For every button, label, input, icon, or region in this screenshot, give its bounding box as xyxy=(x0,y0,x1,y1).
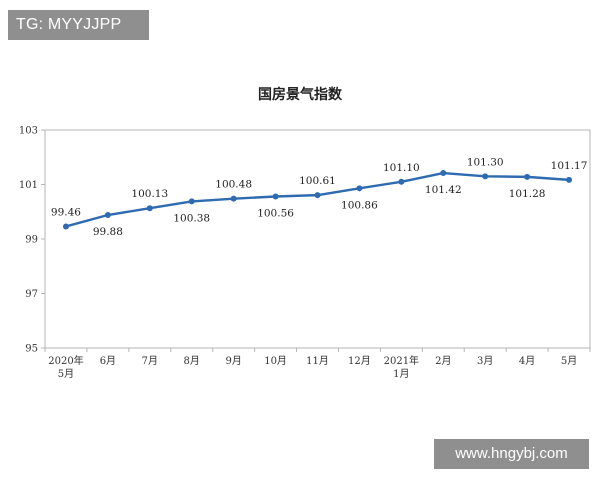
x-tick-label: 12月 xyxy=(348,355,371,367)
data-label: 100.86 xyxy=(341,199,378,211)
x-tick-label: 8月 xyxy=(184,355,200,367)
data-point xyxy=(230,195,237,202)
watermark-bottom: www.hngybj.com xyxy=(434,439,589,469)
data-label: 101.42 xyxy=(425,184,462,196)
y-tick-label: 99 xyxy=(25,235,38,246)
data-point xyxy=(104,212,111,219)
x-axis: 2020年 5月 6月 7月 8月 9月 10月 11月 12月 2021年 1月 2月 3月 4月 5月 xyxy=(44,348,591,380)
data-label: 100.13 xyxy=(131,188,168,200)
data-label: 99.46 xyxy=(51,206,81,218)
chart-title: 国房景气指数 xyxy=(258,87,342,103)
data-label: 100.48 xyxy=(215,179,252,191)
data-point xyxy=(356,185,363,192)
data-point xyxy=(566,176,573,183)
watermark-top: TG: MYYJJPP xyxy=(8,10,149,40)
data-label: 101.10 xyxy=(383,162,420,174)
data-point xyxy=(314,192,321,199)
data-point xyxy=(62,223,69,230)
data-point xyxy=(188,198,195,205)
x-tick-label: 6月 xyxy=(100,355,116,367)
y-tick-label: 95 xyxy=(25,344,38,355)
data-point xyxy=(146,205,153,212)
y-tick-label: 97 xyxy=(25,289,38,300)
data-label: 101.17 xyxy=(551,160,588,172)
data-point xyxy=(398,178,405,185)
y-tick-label: 103 xyxy=(19,126,38,137)
x-tick-label: 2021年 1月 xyxy=(384,354,419,380)
x-tick-label: 11月 xyxy=(306,355,329,367)
data-labels: 99.46 99.88 100.13 100.38 100.48 100.56 100.61… xyxy=(51,156,587,238)
y-tick-label: 101 xyxy=(19,180,38,191)
x-tick-label: 3月 xyxy=(477,355,493,367)
data-label: 99.88 xyxy=(93,226,123,238)
x-tick-label: 9月 xyxy=(225,355,241,367)
data-label: 100.56 xyxy=(257,207,294,219)
data-point xyxy=(482,173,489,180)
data-point xyxy=(524,173,531,180)
x-tick-label: 2020年 5月 xyxy=(48,354,83,380)
data-label: 100.38 xyxy=(173,212,210,224)
data-points xyxy=(62,170,573,230)
x-tick-label: 10月 xyxy=(264,355,287,367)
data-point xyxy=(440,170,447,177)
x-tick-label: 5月 xyxy=(561,355,577,367)
data-point xyxy=(272,193,279,200)
data-label: 101.30 xyxy=(467,156,504,168)
data-label: 101.28 xyxy=(509,188,546,200)
x-tick-label: 4月 xyxy=(519,355,535,367)
y-axis: 95 97 99 101 103 xyxy=(19,126,45,355)
x-tick-label: 2月 xyxy=(435,355,451,367)
x-tick-label: 7月 xyxy=(142,355,158,367)
data-label: 100.61 xyxy=(299,175,336,187)
plot-frame xyxy=(44,129,591,349)
